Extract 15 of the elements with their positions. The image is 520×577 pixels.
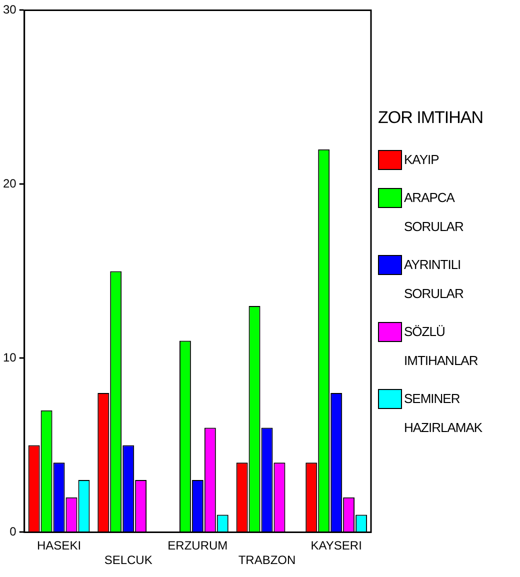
y-tick-label: 0 — [10, 524, 17, 539]
x-tick-label: SELCUK — [104, 553, 152, 568]
legend-label: AYRINTILI SORULAR — [404, 256, 464, 303]
y-tick-label: 20 — [2, 176, 17, 191]
x-tick-label: TRABZON — [238, 553, 296, 568]
legend-title: ZOR IMTIHAN — [378, 108, 484, 128]
legend-label: KAYIP — [404, 151, 440, 169]
y-tick-label: 30 — [2, 2, 17, 17]
legend-label: SÖZLÜ IMTIHANLAR — [404, 323, 479, 370]
x-tick-label: HASEKI — [37, 538, 82, 553]
x-tick-label: ERZURUM — [168, 538, 228, 553]
x-tick-label: KAYSERI — [310, 538, 362, 553]
y-tick-label: 10 — [2, 350, 17, 365]
legend-label: SEMINER HAZIRLAMAK — [404, 390, 484, 437]
legend-label: ARAPCA SORULAR — [404, 189, 464, 236]
